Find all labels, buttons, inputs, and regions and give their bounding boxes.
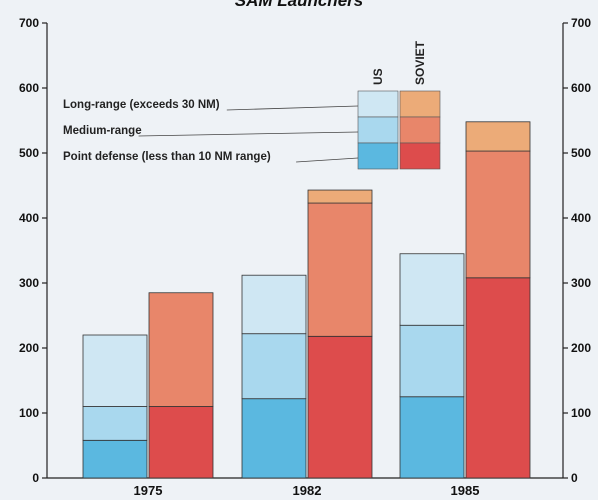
legend-leader-line bbox=[138, 131, 359, 137]
y-tick-label-left: 700 bbox=[19, 16, 39, 30]
y-tick-label-left: 0 bbox=[32, 471, 39, 485]
axes: 0 0 100 100 200 200 300 300 400 400 500 500 600 600 70… bbox=[19, 16, 591, 498]
legend-swatch-us bbox=[357, 142, 399, 170]
legend-label: Long-range (exceeds 30 NM) bbox=[63, 99, 220, 111]
x-category-label: 1985 bbox=[451, 483, 480, 498]
chart-title: SAM Launchers bbox=[235, 0, 363, 10]
bar-us-1982-mediumrange bbox=[241, 333, 307, 400]
y-tick-label-right: 400 bbox=[571, 211, 591, 225]
y-tick-label-right: 500 bbox=[571, 146, 591, 160]
bar-soviet-1982-mediumrange bbox=[307, 202, 373, 337]
y-tick-label-right: 200 bbox=[571, 341, 591, 355]
y-tick-label-left: 600 bbox=[19, 81, 39, 95]
y-tick-label-right: 300 bbox=[571, 276, 591, 290]
bar-us-1985-mediumrange bbox=[399, 324, 465, 398]
y-tick-label-left: 500 bbox=[19, 146, 39, 160]
legend-leader-line bbox=[226, 105, 359, 111]
legend-col-header-us: US bbox=[371, 68, 385, 85]
legend-swatch-soviet bbox=[399, 142, 441, 170]
bar-soviet-1985-point bbox=[465, 277, 531, 479]
x-category-label: 1982 bbox=[293, 483, 322, 498]
legend-swatch-soviet bbox=[399, 90, 441, 118]
legend-col-header-soviet: SOVIET bbox=[413, 40, 427, 85]
legend-label: Medium-range bbox=[63, 125, 142, 137]
bars bbox=[82, 121, 531, 479]
bar-soviet-1975-point bbox=[148, 406, 214, 479]
bar-us-1975-mediumrange bbox=[82, 406, 148, 441]
bar-soviet-1985-longrange bbox=[465, 121, 531, 152]
legend-label: Point defense (less than 10 NM range) bbox=[63, 151, 271, 163]
y-tick-label-right: 0 bbox=[571, 471, 578, 485]
y-tick-label-right: 700 bbox=[571, 16, 591, 30]
x-category-label: 1975 bbox=[134, 483, 163, 498]
bar-soviet-1975-mediumrange bbox=[148, 292, 214, 407]
bar-us-1985-longrange bbox=[399, 253, 465, 326]
legend-swatch-us bbox=[357, 116, 399, 144]
legend: US SOVIET Long-range (exceeds 30 NM) Medium… bbox=[63, 40, 441, 170]
bar-us-1982-longrange bbox=[241, 274, 307, 335]
bar-soviet-1985-mediumrange bbox=[465, 150, 531, 279]
y-tick-label-left: 100 bbox=[19, 406, 39, 420]
y-tick-label-left: 200 bbox=[19, 341, 39, 355]
y-tick-label-right: 600 bbox=[571, 81, 591, 95]
y-tick-label-left: 300 bbox=[19, 276, 39, 290]
bar-soviet-1982-longrange bbox=[307, 189, 373, 204]
legend-swatch-us bbox=[357, 90, 399, 118]
bar-us-1975-longrange bbox=[82, 334, 148, 407]
bar-us-1985-point bbox=[399, 396, 465, 479]
legend-swatch-soviet bbox=[399, 116, 441, 144]
legend-leader-line bbox=[296, 157, 359, 163]
y-tick-label-right: 100 bbox=[571, 406, 591, 420]
bar-us-1982-point bbox=[241, 398, 307, 479]
bar-us-1975-point bbox=[82, 439, 148, 479]
y-tick-label-left: 400 bbox=[19, 211, 39, 225]
bar-soviet-1982-point bbox=[307, 335, 373, 479]
